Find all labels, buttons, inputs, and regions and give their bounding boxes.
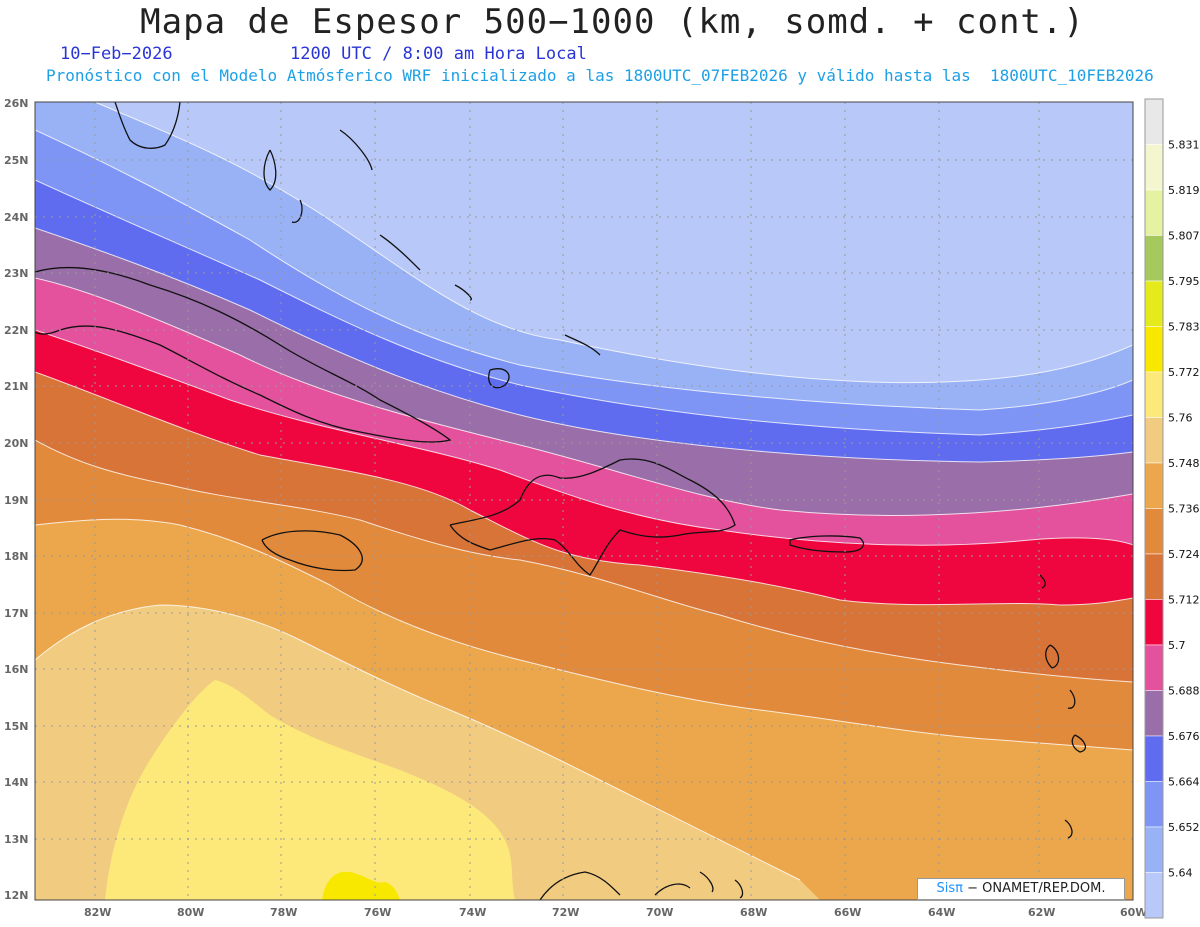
lon-label: 76W — [364, 906, 391, 919]
lon-labels: 82W 80W 78W 76W 74W 72W 70W 68W 66W 64W … — [84, 906, 1147, 919]
colorbar-label: 5.807 — [1168, 230, 1200, 243]
florida-coast — [114, 102, 181, 149]
colorbar-label: 5.736 — [1168, 503, 1200, 516]
valid-date: 10−Feb−2026 — [60, 44, 173, 64]
colorbar-swatch — [1144, 144, 1164, 191]
lon-label: 70W — [646, 906, 673, 919]
colorbar-swatch — [1144, 462, 1164, 509]
colorbar-swatch — [1144, 644, 1164, 691]
south-america-coast — [539, 871, 744, 900]
brand-logo: Sisπ — [936, 881, 963, 896]
colorbar-swatch — [1144, 872, 1164, 919]
lon-label: 74W — [459, 906, 486, 919]
colorbar-label: 5.724 — [1168, 548, 1200, 561]
lat-label: 24N — [4, 211, 29, 224]
colorbar-swatch — [1144, 781, 1164, 828]
colorbar-swatch — [1144, 280, 1164, 327]
colorbar-label: 5.7 — [1168, 639, 1186, 652]
lat-label: 17N — [4, 607, 29, 620]
hispaniola-coast — [449, 458, 736, 576]
colorbar-label: 5.748 — [1168, 457, 1200, 470]
lat-label: 25N — [4, 154, 29, 167]
lat-label: 23N — [4, 267, 29, 280]
bahamas-islands — [263, 129, 601, 389]
colorbar-swatch — [1144, 735, 1164, 782]
lat-label: 13N — [4, 833, 29, 846]
colorbar: 5.831 5.819 5.807 5.795 5.783 5.772 5.76 5.748 5… — [1144, 98, 1200, 919]
lon-label: 62W — [1028, 906, 1055, 919]
forecast-info: Pronóstico con el Modelo Atmósferico WRF… — [46, 66, 1154, 85]
lat-label: 22N — [4, 324, 29, 337]
colorbar-label: 5.652 — [1168, 821, 1200, 834]
colorbar-label: 5.783 — [1168, 321, 1200, 334]
lesser-antilles — [1039, 574, 1087, 839]
lon-label: 78W — [270, 906, 297, 919]
plot-frame — [34, 101, 1134, 901]
cuba-coast — [35, 266, 452, 443]
colorbar-label: 5.819 — [1168, 184, 1200, 197]
colorbar-label: 5.664 — [1168, 776, 1200, 789]
thickness-map: 26N 25N 24N 23N 22N 21N 20N 19N 18N 17N … — [4, 97, 1200, 919]
contour-lines — [35, 102, 1133, 881]
lon-label: 60W — [1120, 906, 1147, 919]
lat-label: 18N — [4, 550, 29, 563]
lat-label: 26N — [4, 97, 29, 110]
graticule — [35, 102, 1133, 900]
puerto-rico-coast — [789, 535, 865, 553]
colorbar-label: 5.795 — [1168, 275, 1200, 288]
colorbar-swatch — [1144, 553, 1164, 600]
lat-labels: 26N 25N 24N 23N 22N 21N 20N 19N 18N 17N … — [4, 97, 29, 902]
jamaica-coast — [261, 530, 363, 572]
map-title: Mapa de Espesor 500−1000 (km, somd. + co… — [140, 2, 1085, 42]
lat-label: 19N — [4, 494, 29, 507]
colorbar-swatch — [1144, 417, 1164, 464]
colorbar-label: 5.688 — [1168, 685, 1200, 698]
coastlines — [35, 102, 1087, 900]
shaded-field — [35, 102, 1133, 900]
colorbar-label: 5.64 — [1168, 867, 1193, 880]
lat-label: 14N — [4, 776, 29, 789]
colorbar-swatch — [1144, 189, 1164, 236]
lon-label: 64W — [928, 906, 955, 919]
colorbar-label: 5.831 — [1168, 139, 1200, 152]
colorbar-label: 5.772 — [1168, 366, 1200, 379]
colorbar-swatch — [1144, 326, 1164, 373]
lat-label: 12N — [4, 889, 29, 902]
lon-label: 72W — [552, 906, 579, 919]
colorbar-swatch — [1144, 826, 1164, 873]
colorbar-swatch — [1144, 690, 1164, 737]
colorbar-swatch — [1144, 508, 1164, 555]
colorbar-frame — [1144, 98, 1164, 919]
colorbar-label: 5.712 — [1168, 594, 1200, 607]
lat-label: 16N — [4, 663, 29, 676]
valid-time: 1200 UTC / 8:00 am Hora Local — [290, 44, 587, 64]
credit-badge: Sisπ − ONAMET/REP.DOM. — [917, 878, 1125, 900]
lat-label: 21N — [4, 380, 29, 393]
colorbar-swatch — [1144, 371, 1164, 418]
lon-label: 82W — [84, 906, 111, 919]
colorbar-swatch — [1144, 235, 1164, 282]
lon-label: 80W — [177, 906, 204, 919]
lon-label: 68W — [740, 906, 767, 919]
colorbar-label: 5.676 — [1168, 730, 1200, 743]
lat-label: 20N — [4, 437, 29, 450]
band-5772 — [105, 680, 515, 900]
lat-label: 15N — [4, 720, 29, 733]
colorbar-swatch — [1144, 98, 1164, 145]
lon-label: 66W — [834, 906, 861, 919]
colorbar-label: 5.76 — [1168, 412, 1193, 425]
credit-text: − ONAMET/REP.DOM. — [967, 881, 1106, 896]
colorbar-swatch — [1144, 599, 1164, 646]
band-5783 — [322, 871, 400, 900]
